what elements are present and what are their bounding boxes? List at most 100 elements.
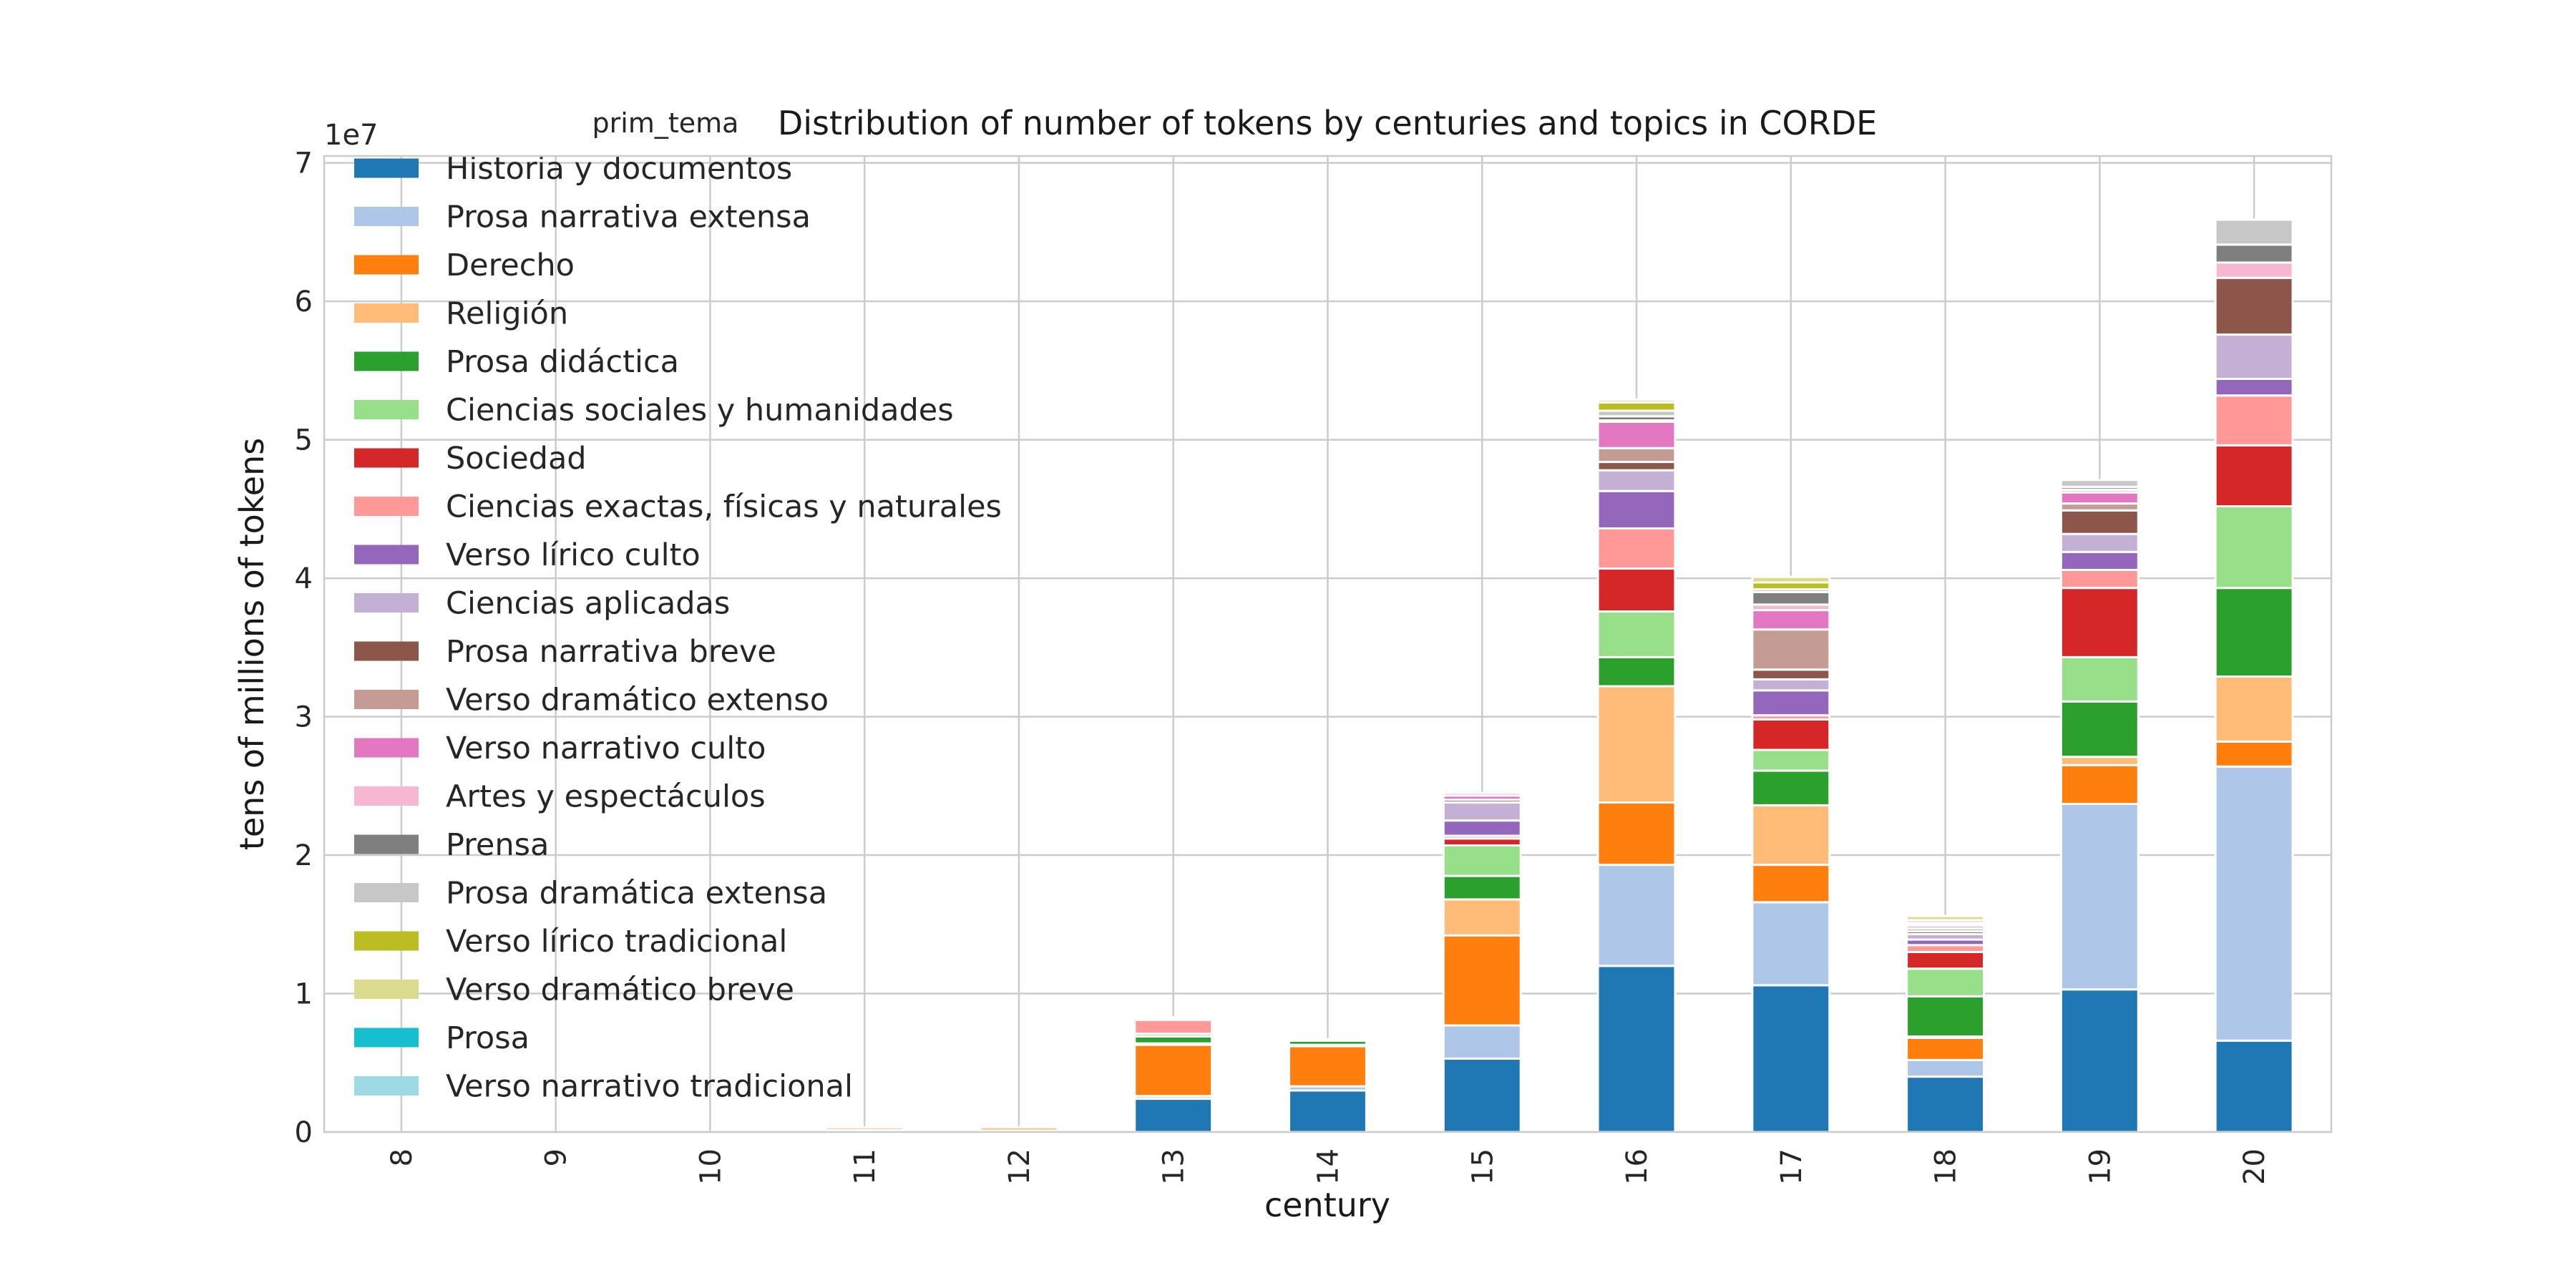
y-axis-title: tens of millions of tokens: [233, 438, 271, 850]
bar-segment: [1906, 995, 1986, 1038]
bar-segment: [1751, 628, 1831, 671]
bar-segment: [1751, 769, 1831, 806]
bar-segment: [1596, 685, 1677, 804]
legend-label: Religión: [446, 296, 568, 332]
bar-segment: [2059, 587, 2140, 658]
bar-segment: [1442, 898, 1522, 937]
bar-segment: [2059, 491, 2140, 505]
bar-segment: [1133, 1043, 1214, 1098]
bar-layer: [824, 218, 2294, 1133]
bar-segment: [2059, 532, 2140, 553]
bar-segment: [2214, 444, 2294, 507]
bar-segment: [1596, 801, 1677, 867]
bar-segment: [1751, 609, 1831, 631]
bar-segment: [1751, 668, 1831, 680]
chart-title: Distribution of number of tokens by cent…: [778, 104, 1877, 142]
bar-segment: [1596, 420, 1677, 449]
bar-segment: [2059, 700, 2140, 758]
bar-segment: [1133, 1018, 1214, 1035]
bar-segment: [2214, 504, 2294, 590]
bar-segment: [1751, 748, 1831, 772]
bar-segment: [2214, 261, 2294, 279]
bar-segment: [1442, 934, 1522, 1027]
legend-label: Prosa didáctica: [446, 344, 679, 380]
bar-segment: [1133, 1015, 1214, 1020]
bar-segment: [1133, 1098, 1214, 1133]
bar-segment: [1906, 1036, 1986, 1061]
bar-segment: [2214, 765, 2294, 1042]
bar-segment: [1442, 791, 1522, 797]
bar-segment: [1596, 401, 1677, 412]
bar-segment: [1596, 655, 1677, 688]
legend-label: Verso dramático breve: [446, 972, 794, 1008]
legend-label: Artes y espectáculos: [446, 779, 766, 815]
legend-swatch: [354, 786, 419, 806]
x-tick-label: 19: [2084, 1148, 2117, 1185]
legend-swatch: [354, 400, 419, 419]
bar-segment: [1442, 874, 1522, 901]
legend-swatch: [354, 448, 419, 468]
bar-segment: [2059, 655, 2140, 703]
bar-segment: [1751, 984, 1831, 1133]
y-tick-label: 4: [295, 562, 313, 595]
bar-segment: [1596, 399, 1677, 404]
bar-segment: [2214, 1039, 2294, 1133]
legend-label: Derecho: [446, 248, 575, 283]
x-tick-label: 15: [1466, 1148, 1499, 1185]
bar-segment: [1596, 469, 1677, 492]
bar-segment: [1442, 844, 1522, 877]
x-tick-label: 16: [1621, 1148, 1654, 1185]
y-tick-label: 5: [295, 424, 313, 457]
y-tick-label: 6: [295, 286, 313, 318]
legend-label: Ciencias aplicadas: [446, 586, 730, 622]
legend-swatch: [354, 497, 419, 516]
legend-swatch: [354, 1028, 419, 1048]
legend-label: Verso lírico culto: [446, 537, 701, 573]
y-tick-label: 2: [295, 839, 313, 872]
bar-segment: [2059, 509, 2140, 535]
legend-swatch: [354, 207, 419, 226]
bar-segment: [1442, 819, 1522, 837]
bar-segment: [1751, 804, 1831, 867]
bar-segment: [1288, 1038, 1367, 1042]
legend-label: Verso narrativo tradicional: [446, 1069, 853, 1105]
legend-swatch: [354, 255, 419, 275]
legend-label: Verso narrativo culto: [446, 731, 766, 766]
legend-swatch: [354, 158, 419, 178]
legend-swatch: [354, 980, 419, 999]
legend-label: Prensa: [446, 827, 549, 863]
bar-segment: [2214, 394, 2294, 447]
legend: Historia y documentos Prosa narrativa ext…: [354, 151, 1002, 1105]
bar-segment: [1596, 965, 1677, 1133]
bar-segment: [2059, 763, 2140, 805]
legend-label: Historia y documentos: [446, 151, 792, 187]
legend-label: Prosa dramática extensa: [446, 876, 827, 912]
bar-segment: [2214, 276, 2294, 336]
bar-segment: [2059, 479, 2140, 488]
bar-segment: [1751, 590, 1831, 606]
legend-label: Verso dramático extenso: [446, 683, 829, 718]
bar-segment: [2059, 756, 2140, 766]
bar-segment: [1906, 1058, 1986, 1078]
bar-segment: [1596, 489, 1677, 530]
bar-segment: [2214, 675, 2294, 743]
x-tick-label: 13: [1158, 1148, 1191, 1185]
bar-segment: [2214, 740, 2294, 768]
legend-swatch: [354, 931, 419, 951]
bar-segment: [1596, 567, 1677, 613]
x-tick-label: 10: [694, 1148, 727, 1185]
bar-segment: [1288, 1045, 1367, 1088]
bar-segment: [1596, 610, 1677, 658]
legend-swatch: [354, 351, 419, 371]
x-tick-label: 11: [849, 1148, 882, 1185]
x-tick-label: 8: [386, 1148, 419, 1166]
bar-segment: [1596, 527, 1677, 570]
legend-label: Prosa narrativa extensa: [446, 200, 811, 235]
x-tick-label: 9: [540, 1148, 573, 1166]
legend-swatch: [354, 883, 419, 902]
legend-title: prim_tema: [592, 107, 739, 139]
bar-segment: [1906, 914, 1986, 922]
legend-swatch: [354, 303, 419, 323]
